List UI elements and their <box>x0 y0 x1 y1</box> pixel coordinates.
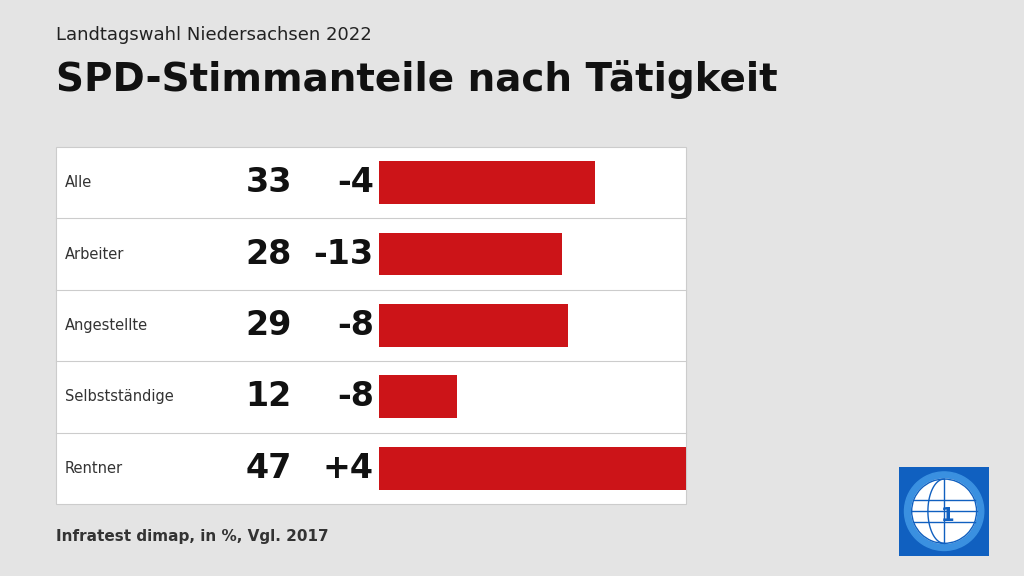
Text: -13: -13 <box>313 237 374 271</box>
Text: 29: 29 <box>246 309 292 342</box>
Text: +4: +4 <box>323 452 374 485</box>
Text: 1: 1 <box>941 506 954 525</box>
Text: Infratest dimap, in %, Vgl. 2017: Infratest dimap, in %, Vgl. 2017 <box>56 529 329 544</box>
Text: Selbstständige: Selbstständige <box>65 389 173 404</box>
Text: 28: 28 <box>246 237 292 271</box>
Text: 33: 33 <box>246 166 292 199</box>
Circle shape <box>911 479 977 543</box>
Text: 47: 47 <box>246 452 292 485</box>
Text: Alle: Alle <box>65 175 92 190</box>
Circle shape <box>904 472 984 551</box>
Text: -8: -8 <box>337 380 374 414</box>
Text: SPD-Stimmanteile nach Tätigkeit: SPD-Stimmanteile nach Tätigkeit <box>56 60 778 100</box>
FancyBboxPatch shape <box>892 460 996 563</box>
Text: 12: 12 <box>246 380 292 414</box>
Text: Rentner: Rentner <box>65 461 123 476</box>
Text: -8: -8 <box>337 309 374 342</box>
Text: -4: -4 <box>337 166 374 199</box>
Text: Angestellte: Angestellte <box>65 318 147 333</box>
Text: Arbeiter: Arbeiter <box>65 247 124 262</box>
Text: Landtagswahl Niedersachsen 2022: Landtagswahl Niedersachsen 2022 <box>56 26 372 44</box>
